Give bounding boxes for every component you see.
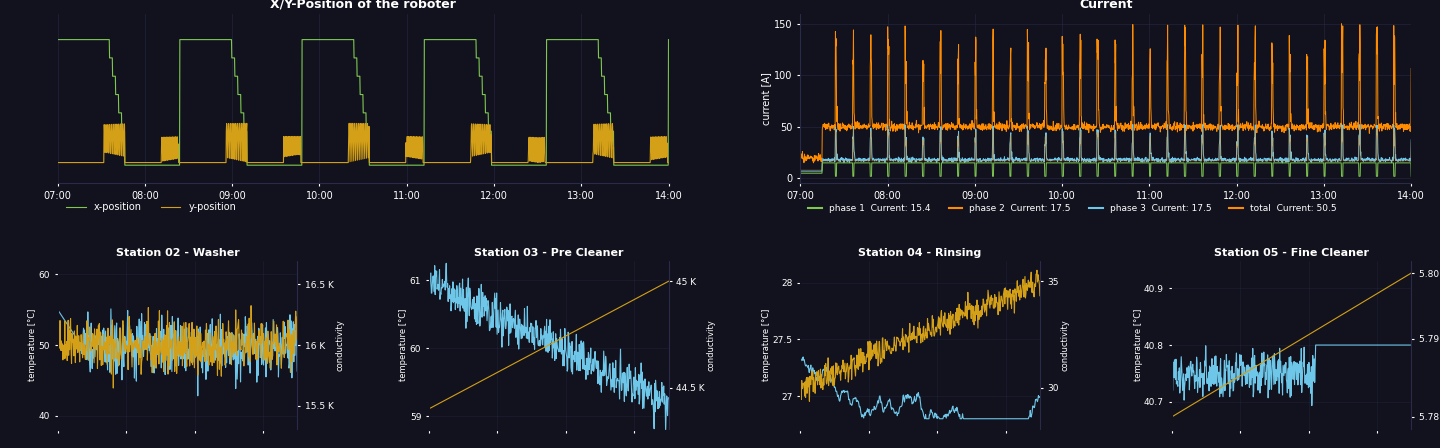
- x-position: [642, 163, 660, 168]
- Y-axis label: temperature [°C]: temperature [°C]: [762, 309, 772, 381]
- Y-axis label: conductivity: conductivity: [336, 319, 344, 371]
- phase 3  Current: 17.5: (193, 20.3): 17.5: (193, 20.3): [1073, 155, 1090, 160]
- total  Current: 50.5: (408, 148): 50.5: (408, 148): [1385, 23, 1403, 28]
- Title: Station 03 - Pre Cleaner: Station 03 - Pre Cleaner: [474, 248, 624, 258]
- phase 1  Current: 15.4: (21.6, 15): 15.4: (21.6, 15): [824, 160, 841, 166]
- Title: X/Y-Position of the roboter: X/Y-Position of the roboter: [271, 0, 456, 11]
- Y-axis label: temperature [°C]: temperature [°C]: [27, 309, 37, 381]
- phase 3  Current: 17.5: (420, 37.3): 17.5: (420, 37.3): [1403, 137, 1420, 142]
- Line: y-position: y-position: [58, 123, 668, 163]
- Y-axis label: temperature [°C]: temperature [°C]: [399, 309, 409, 381]
- phase 1  Current: 15.4: (205, 2): 15.4: (205, 2): [1089, 173, 1106, 179]
- Line: x-position: x-position: [58, 39, 668, 165]
- x-position: [530, 163, 547, 168]
- total  Current: 50.5: (331, 50.5): 50.5: (331, 50.5): [1273, 124, 1290, 129]
- phase 1  Current: 15.4: (0, 5): 15.4: (0, 5): [792, 171, 809, 176]
- y-position: [346, 127, 363, 132]
- total  Current: 50.5: (21.6, 50.5): 50.5: (21.6, 50.5): [824, 124, 841, 129]
- phase 3  Current: 17.5: (0, 7): 17.5: (0, 7): [792, 168, 809, 174]
- x-position: [49, 37, 66, 42]
- x-position: [346, 55, 363, 60]
- phase 3  Current: 17.5: (372, 52.5): 17.5: (372, 52.5): [1333, 121, 1351, 127]
- y-position: [642, 136, 660, 142]
- phase 1  Current: 15.4: (24.2, 2): 15.4: (24.2, 2): [827, 173, 844, 179]
- x-position: [81, 37, 98, 42]
- phase 3  Current: 17.5: (408, 51.9): 17.5: (408, 51.9): [1385, 122, 1403, 128]
- y-position: [81, 160, 98, 165]
- total  Current: 50.5: (204, 131): 50.5: (204, 131): [1089, 41, 1106, 47]
- Title: Current: Current: [1079, 0, 1132, 11]
- phase 1  Current: 15.4: (408, 2): 15.4: (408, 2): [1385, 173, 1403, 179]
- Line: phase 1  Current: 15.4: phase 1 Current: 15.4: [801, 163, 1411, 176]
- phase 3  Current: 17.5: (204, 42.7): 17.5: (204, 42.7): [1089, 132, 1106, 137]
- phase 1  Current: 15.4: (331, 15): 15.4: (331, 15): [1273, 160, 1290, 166]
- total  Current: 50.5: (193, 59.9): 50.5: (193, 59.9): [1073, 114, 1090, 119]
- Line: total  Current: 50.5: total Current: 50.5: [801, 24, 1411, 163]
- total  Current: 50.5: (372, 150): 50.5: (372, 150): [1333, 21, 1351, 26]
- phase 1  Current: 15.4: (15.1, 15): 15.4: (15.1, 15): [814, 160, 831, 166]
- Title: Station 04 - Rinsing: Station 04 - Rinsing: [858, 248, 982, 258]
- Title: Station 05 - Fine Cleaner: Station 05 - Fine Cleaner: [1214, 248, 1369, 258]
- phase 1  Current: 15.4: (420, 2): 15.4: (420, 2): [1403, 173, 1420, 179]
- phase 1  Current: 15.4: (408, 2): 15.4: (408, 2): [1385, 173, 1403, 179]
- Y-axis label: conductivity: conductivity: [1060, 319, 1070, 371]
- x-position: [330, 37, 347, 42]
- phase 3  Current: 17.5: (408, 17.7): 17.5: (408, 17.7): [1385, 157, 1403, 163]
- x-position: [660, 37, 677, 42]
- total  Current: 50.5: (9.03, 15.1): 50.5: (9.03, 15.1): [805, 160, 822, 165]
- y-position: [642, 134, 660, 140]
- y-position: [530, 160, 547, 165]
- Line: phase 3  Current: 17.5: phase 3 Current: 17.5: [801, 124, 1411, 171]
- total  Current: 50.5: (408, 91.3): 50.5: (408, 91.3): [1385, 82, 1403, 87]
- Y-axis label: temperature [°C]: temperature [°C]: [1133, 309, 1142, 381]
- Y-axis label: conductivity: conductivity: [706, 319, 716, 371]
- y-position: [660, 160, 677, 165]
- Legend: x-position, y-position: x-position, y-position: [62, 198, 240, 216]
- total  Current: 50.5: (0, 21.8): 50.5: (0, 21.8): [792, 153, 809, 159]
- x-position: [642, 163, 660, 168]
- total  Current: 50.5: (420, 107): 50.5: (420, 107): [1403, 66, 1420, 71]
- y-position: [330, 160, 347, 165]
- phase 3  Current: 17.5: (21.4, 18.3): 17.5: (21.4, 18.3): [822, 157, 840, 162]
- Title: Station 02 - Washer: Station 02 - Washer: [115, 248, 239, 258]
- x-position: [117, 163, 134, 168]
- phase 3  Current: 17.5: (331, 18.4): 17.5: (331, 18.4): [1273, 157, 1290, 162]
- y-position: [340, 121, 357, 126]
- Y-axis label: current [A]: current [A]: [762, 72, 772, 125]
- Legend: phase 1  Current: 15.4, phase 2  Current: 17.5, phase 3  Current: 17.5, total  C: phase 1 Current: 15.4, phase 2 Current: …: [805, 200, 1341, 216]
- y-position: [49, 160, 66, 165]
- phase 1  Current: 15.4: (194, 15): 15.4: (194, 15): [1073, 160, 1090, 166]
